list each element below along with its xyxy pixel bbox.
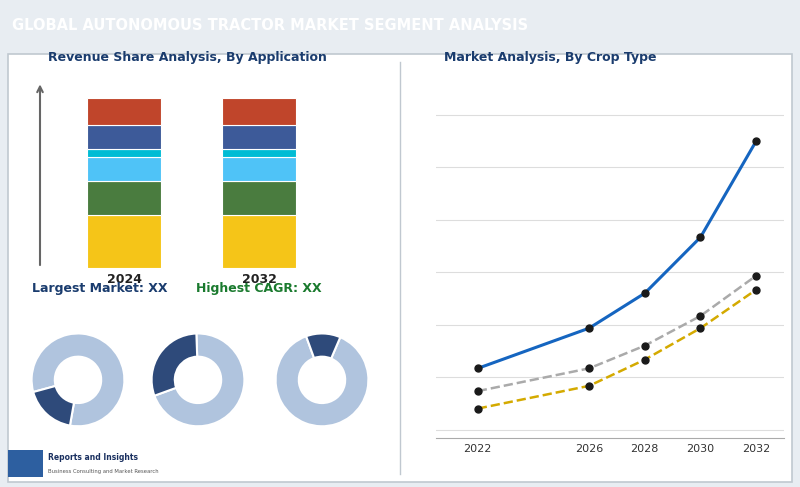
Text: Market Analysis, By Crop Type: Market Analysis, By Crop Type xyxy=(444,51,657,64)
Wedge shape xyxy=(306,334,340,358)
Bar xyxy=(222,215,296,268)
Text: Reports and Insights: Reports and Insights xyxy=(48,453,138,462)
Bar xyxy=(87,215,162,268)
Wedge shape xyxy=(152,334,197,396)
Bar xyxy=(222,181,296,215)
Bar xyxy=(222,156,296,181)
Bar xyxy=(87,98,162,125)
Text: GLOBAL AUTONOMOUS TRACTOR MARKET SEGMENT ANALYSIS: GLOBAL AUTONOMOUS TRACTOR MARKET SEGMENT… xyxy=(12,18,528,33)
Bar xyxy=(222,150,296,156)
Bar xyxy=(222,125,296,150)
Text: Largest Market: XX: Largest Market: XX xyxy=(32,282,167,295)
FancyBboxPatch shape xyxy=(8,450,43,477)
Wedge shape xyxy=(276,336,368,426)
Bar xyxy=(87,125,162,150)
FancyBboxPatch shape xyxy=(8,54,792,482)
Wedge shape xyxy=(34,386,74,426)
Bar xyxy=(87,181,162,215)
Wedge shape xyxy=(32,334,124,426)
Bar xyxy=(87,156,162,181)
Wedge shape xyxy=(154,334,244,426)
Text: Business Consulting and Market Research: Business Consulting and Market Research xyxy=(48,469,158,474)
Bar xyxy=(87,150,162,156)
Text: Highest CAGR: XX: Highest CAGR: XX xyxy=(196,282,322,295)
Text: Revenue Share Analysis, By Application: Revenue Share Analysis, By Application xyxy=(48,51,327,64)
Bar xyxy=(222,98,296,125)
